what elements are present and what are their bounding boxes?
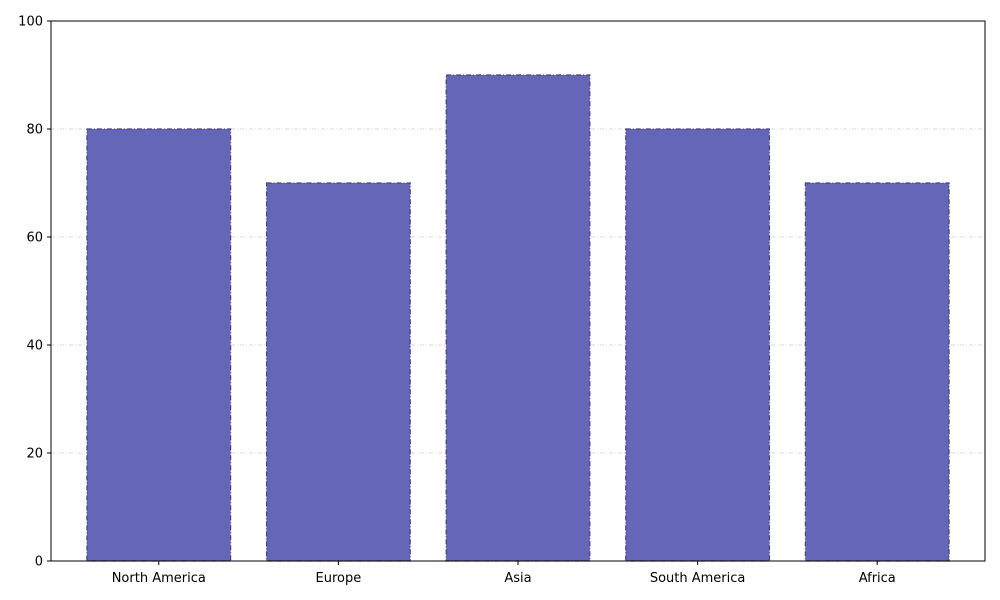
x-tick-label: North America (112, 571, 206, 586)
bar-north-america (86, 128, 232, 562)
bar-south-america (625, 128, 771, 562)
bar-africa (804, 182, 950, 562)
y-tick-label: 40 (26, 339, 43, 354)
x-tick-label: Africa (859, 571, 896, 586)
x-tick-label: South America (650, 571, 746, 586)
bar-europe (265, 182, 411, 562)
bars (86, 74, 950, 562)
y-tick-label: 0 (35, 555, 43, 570)
y-tick-label: 100 (18, 15, 43, 30)
y-tick-label: 80 (26, 123, 43, 138)
y-tick-label: 60 (26, 231, 43, 246)
x-tick-label: Europe (316, 571, 362, 586)
bar-asia (445, 74, 591, 562)
x-tick-label: Asia (504, 571, 531, 586)
x-axis-ticks: North America Europe Asia South America Afri… (112, 561, 896, 586)
y-tick-label: 20 (26, 447, 43, 462)
y-axis-ticks: 0 20 40 60 80 100 (18, 15, 51, 570)
